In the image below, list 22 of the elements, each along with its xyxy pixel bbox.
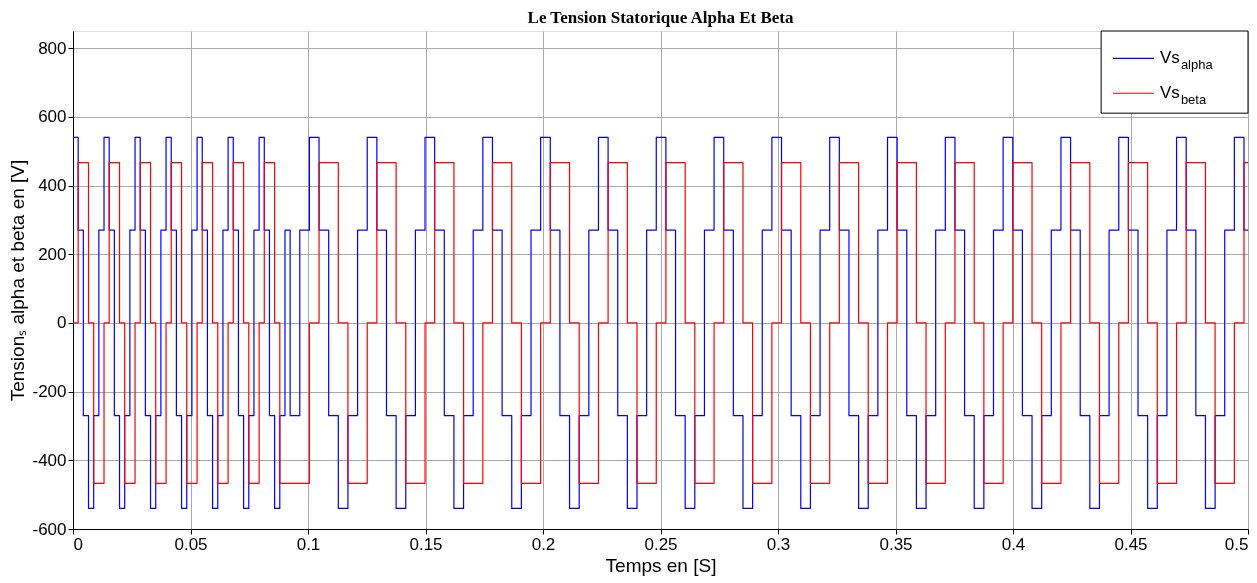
x-tick-label: 0.35 (879, 534, 913, 554)
y-tick-label: -600 (32, 519, 67, 539)
x-tick-label: 0.1 (296, 534, 321, 554)
y-tick-label: 800 (38, 38, 67, 58)
x-tick-label: 0.05 (174, 534, 208, 554)
y-tick-label: 0 (57, 313, 67, 333)
x-axis-title: Temps en [S] (605, 554, 717, 576)
y-tick-label: -400 (32, 450, 67, 470)
x-tick-label: 0.45 (1114, 534, 1148, 554)
y-tick-label: -200 (32, 382, 67, 402)
x-tick-label: 0.5 (1224, 534, 1249, 554)
y-tick-label: 200 (38, 244, 67, 264)
y-tick-label: 600 (38, 107, 67, 127)
x-tick-label: 0.3 (766, 534, 791, 554)
chart-title: Le Tension Statorique Alpha Et Beta (527, 7, 794, 27)
x-tick-label: 0.4 (1001, 534, 1026, 554)
y-axis-title: Tensionₛ alpha et beta en [V] (7, 159, 29, 402)
x-tick-label: 0.15 (409, 534, 443, 554)
x-tick-label: 0.2 (531, 534, 556, 554)
x-tick-label: 0.25 (644, 534, 678, 554)
x-tick-label: 0 (73, 534, 83, 554)
y-tick-label: 400 (38, 176, 67, 196)
